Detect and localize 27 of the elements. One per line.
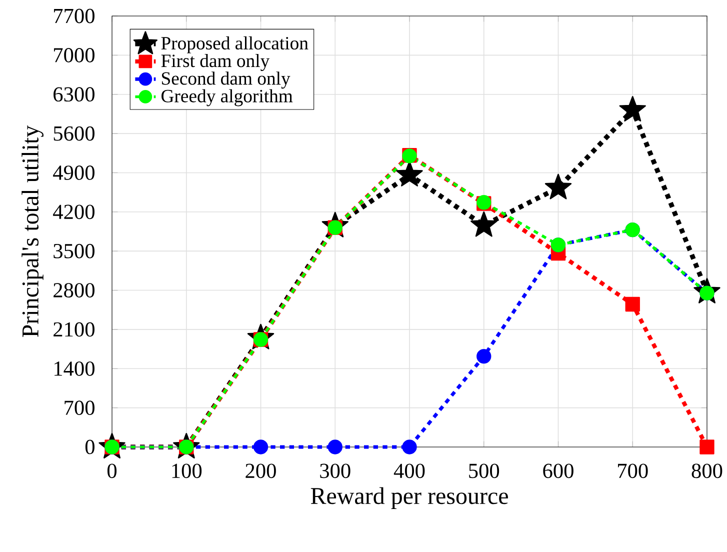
- legend-label: Greedy algorithm: [162, 89, 293, 106]
- y-tick-label: 1400: [54, 361, 94, 376]
- y-tick-label: 7000: [54, 48, 94, 62]
- y-tick-label: 700: [64, 400, 94, 416]
- y-tick-label: 3500: [54, 244, 94, 258]
- x-tick-label: 500: [469, 464, 500, 478]
- x-tick-label: 100: [172, 464, 202, 478]
- y-tick-label: 0: [85, 440, 94, 454]
- x-tick-label: 800: [692, 464, 722, 478]
- x-tick-label: 300: [320, 464, 350, 478]
- y-tick-label: 4200: [53, 204, 94, 220]
- x-tick-label: 600: [543, 464, 574, 478]
- legend-label: Second dam only: [162, 72, 290, 89]
- y-tick-label: 2100: [54, 322, 94, 337]
- y-tick-label: 2800: [54, 283, 94, 298]
- y-tick-label: 7700: [54, 8, 94, 24]
- x-tick-label: 200: [246, 464, 276, 478]
- x-tick-label: 700: [618, 464, 648, 478]
- y-tick-label: 5600: [54, 126, 94, 141]
- legend-label: Proposed allocation: [161, 36, 308, 54]
- y-tick-label: 4900: [53, 166, 94, 180]
- y-tick-label: 6300: [54, 87, 94, 102]
- x-tick-label: 400: [394, 464, 425, 478]
- x-tick-label: 0: [107, 464, 117, 478]
- y-axis-title: Principal's total utility: [22, 125, 44, 337]
- x-axis-title: Reward per resource: [310, 487, 508, 510]
- legend-label: First dam only: [161, 54, 270, 71]
